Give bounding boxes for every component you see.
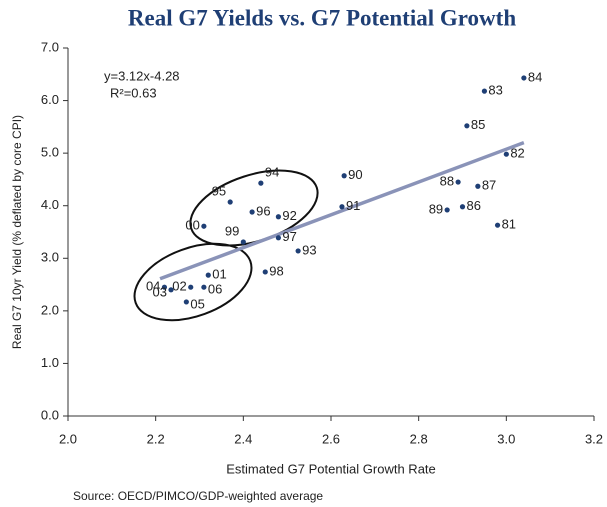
annotation: R²=0.63	[110, 85, 157, 100]
point	[258, 180, 264, 186]
point-label: 89	[429, 201, 443, 216]
y-axis-title: Real G7 10yr Yield (% deflated by core C…	[10, 115, 24, 349]
point-label: 98	[269, 263, 283, 278]
point-label: 99	[225, 223, 239, 238]
y-tick-label: 5.0	[41, 145, 59, 160]
x-tick-label: 2.6	[322, 431, 340, 446]
point	[201, 284, 207, 290]
point	[503, 151, 509, 157]
y-tick-label: 3.0	[41, 250, 59, 265]
point-label: 90	[348, 167, 362, 182]
point	[475, 183, 481, 189]
point-label: 84	[528, 69, 542, 84]
point	[494, 222, 501, 228]
point-label: 01	[212, 267, 226, 282]
point	[521, 75, 527, 81]
point-label: 85	[471, 117, 485, 132]
point-label: 93	[302, 242, 316, 257]
point	[341, 173, 347, 179]
point	[275, 214, 281, 220]
point-label: 06	[208, 282, 222, 297]
point	[275, 235, 281, 241]
point	[481, 88, 488, 94]
point	[459, 204, 466, 210]
point-label: 82	[510, 146, 524, 161]
y-tick-label: 4.0	[41, 197, 59, 212]
point	[161, 284, 168, 290]
point	[201, 223, 207, 229]
point-label: 83	[488, 83, 502, 98]
point	[339, 204, 345, 210]
point	[227, 199, 233, 205]
point	[249, 209, 255, 215]
source: Source: OECD/PIMCO/GDP-weighted average	[73, 489, 323, 503]
point-label: 03	[153, 284, 167, 299]
point-label: 96	[256, 203, 270, 218]
annotation: y=3.12x-4.28	[104, 68, 180, 83]
point	[464, 123, 470, 129]
y-tick-label: 0.0	[41, 407, 59, 422]
point-label: 88	[440, 173, 454, 188]
chart-title: Real G7 Yields vs. G7 Potential Growth	[128, 5, 516, 30]
point	[455, 179, 461, 185]
x-tick-label: 2.4	[234, 431, 252, 446]
point-label: 95	[212, 183, 226, 198]
point-label: 00	[185, 218, 199, 233]
point	[444, 207, 450, 213]
x-tick-label: 2.0	[59, 431, 77, 446]
point-label: 91	[346, 198, 360, 213]
point	[183, 299, 189, 305]
point-label: 81	[502, 217, 516, 232]
point-label: 94	[265, 165, 279, 180]
x-tick-label: 3.2	[585, 431, 603, 446]
point-label: 87	[482, 178, 496, 193]
highlight-ellipse	[133, 242, 253, 322]
point-label: 05	[190, 296, 204, 311]
point	[188, 284, 194, 290]
point	[205, 272, 211, 278]
y-tick-label: 1.0	[41, 355, 59, 370]
point	[168, 287, 174, 293]
point-label: 97	[282, 229, 296, 244]
trend-line	[159, 140, 525, 281]
point	[295, 248, 301, 254]
point	[262, 269, 268, 275]
y-tick-label: 6.0	[41, 92, 59, 107]
x-tick-label: 3.0	[497, 431, 515, 446]
y-tick-label: 7.0	[41, 39, 59, 54]
point-label: 04	[146, 279, 160, 294]
point-label: 92	[282, 208, 296, 223]
point-label: 86	[467, 198, 481, 213]
point-label: 02	[172, 279, 186, 294]
y-tick-label: 2.0	[41, 302, 59, 317]
x-axis-title: Estimated G7 Potential Growth Rate	[226, 461, 436, 476]
x-tick-label: 2.8	[410, 431, 428, 446]
x-tick-label: 2.2	[147, 431, 165, 446]
point	[240, 239, 246, 245]
